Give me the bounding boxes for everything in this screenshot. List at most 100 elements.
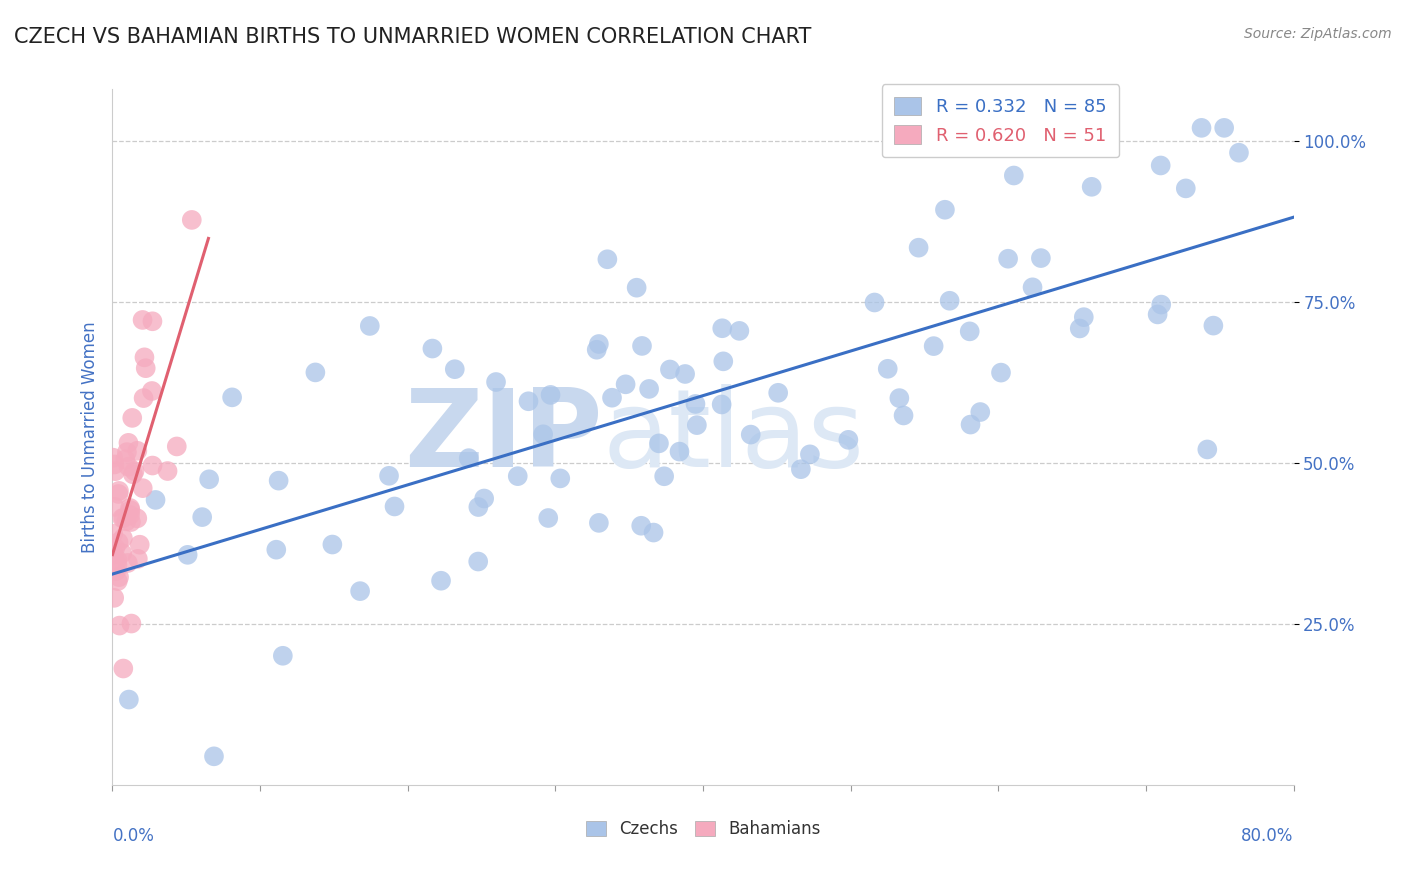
Point bbox=[108, 570, 131, 584]
Text: CZECH VS BAHAMIAN BIRTHS TO UNMARRIED WOMEN CORRELATION CHART: CZECH VS BAHAMIAN BIRTHS TO UNMARRIED WO… bbox=[14, 27, 811, 46]
Point bbox=[221, 390, 243, 404]
Point bbox=[103, 591, 125, 605]
Text: atlas: atlas bbox=[603, 384, 865, 490]
Point bbox=[1146, 307, 1168, 321]
Point bbox=[740, 427, 762, 442]
Point bbox=[107, 574, 129, 588]
Point bbox=[648, 436, 671, 450]
Point bbox=[198, 472, 221, 486]
Point bbox=[176, 548, 198, 562]
Point bbox=[132, 391, 155, 405]
Point bbox=[652, 469, 675, 483]
Point bbox=[711, 354, 734, 368]
Point bbox=[120, 503, 142, 517]
Point bbox=[766, 385, 789, 400]
Point bbox=[506, 469, 529, 483]
Point bbox=[685, 397, 707, 411]
Point bbox=[600, 391, 623, 405]
Point bbox=[443, 362, 465, 376]
Point bbox=[202, 749, 225, 764]
Point bbox=[132, 481, 155, 495]
Point bbox=[111, 511, 134, 525]
Point bbox=[1073, 310, 1095, 325]
Text: Source: ZipAtlas.com: Source: ZipAtlas.com bbox=[1244, 27, 1392, 41]
Point bbox=[893, 409, 915, 423]
Point bbox=[585, 343, 607, 357]
Point bbox=[115, 514, 138, 528]
Point bbox=[485, 375, 508, 389]
Point bbox=[111, 546, 134, 560]
Point bbox=[131, 313, 153, 327]
Point bbox=[108, 618, 131, 632]
Point bbox=[686, 418, 709, 433]
Point bbox=[711, 321, 734, 335]
Point bbox=[728, 324, 751, 338]
Point bbox=[922, 339, 945, 353]
Point bbox=[120, 515, 142, 529]
Point bbox=[117, 435, 139, 450]
Point bbox=[430, 574, 453, 588]
Point bbox=[938, 293, 960, 308]
Point bbox=[990, 366, 1012, 380]
Point bbox=[540, 388, 562, 402]
Point bbox=[121, 410, 143, 425]
Point bbox=[117, 556, 139, 570]
Point bbox=[112, 661, 135, 675]
Point bbox=[145, 492, 167, 507]
Point bbox=[959, 417, 981, 432]
Y-axis label: Births to Unmarried Women: Births to Unmarried Women bbox=[80, 321, 98, 553]
Point bbox=[112, 511, 135, 525]
Point bbox=[384, 500, 406, 514]
Point bbox=[104, 541, 127, 555]
Point bbox=[127, 511, 149, 525]
Point bbox=[107, 558, 129, 573]
Point bbox=[105, 564, 128, 578]
Point bbox=[997, 252, 1019, 266]
Point bbox=[135, 361, 157, 376]
Point bbox=[548, 471, 571, 485]
Point bbox=[889, 391, 911, 405]
Point bbox=[863, 295, 886, 310]
Point bbox=[120, 616, 142, 631]
Point bbox=[588, 516, 610, 530]
Point bbox=[103, 526, 125, 541]
Point bbox=[837, 433, 859, 447]
Point bbox=[673, 367, 696, 381]
Legend: Czechs, Bahamians: Czechs, Bahamians bbox=[578, 812, 828, 847]
Point bbox=[1227, 145, 1250, 160]
Point bbox=[614, 377, 637, 392]
Point bbox=[969, 405, 991, 419]
Point bbox=[472, 491, 495, 506]
Point bbox=[457, 451, 479, 466]
Point bbox=[907, 241, 929, 255]
Point bbox=[934, 202, 956, 217]
Point bbox=[799, 447, 821, 461]
Point bbox=[531, 427, 554, 442]
Point bbox=[141, 458, 163, 473]
Text: ZIP: ZIP bbox=[404, 384, 603, 490]
Point bbox=[156, 464, 179, 478]
Point bbox=[127, 552, 149, 566]
Point bbox=[1202, 318, 1225, 333]
Point bbox=[141, 314, 163, 328]
Point bbox=[120, 508, 142, 522]
Point bbox=[180, 213, 202, 227]
Point bbox=[517, 394, 540, 409]
Point bbox=[191, 510, 214, 524]
Point bbox=[127, 443, 149, 458]
Point bbox=[134, 351, 156, 365]
Point bbox=[321, 537, 343, 551]
Point bbox=[1069, 321, 1091, 335]
Point bbox=[271, 648, 294, 663]
Point bbox=[876, 361, 898, 376]
Point bbox=[103, 547, 125, 561]
Point bbox=[1191, 120, 1213, 135]
Point bbox=[304, 365, 326, 379]
Point bbox=[630, 518, 652, 533]
Point bbox=[117, 459, 139, 474]
Point bbox=[267, 474, 290, 488]
Point bbox=[1002, 169, 1025, 183]
Point bbox=[359, 318, 381, 333]
Point bbox=[115, 445, 138, 459]
Point bbox=[588, 337, 610, 351]
